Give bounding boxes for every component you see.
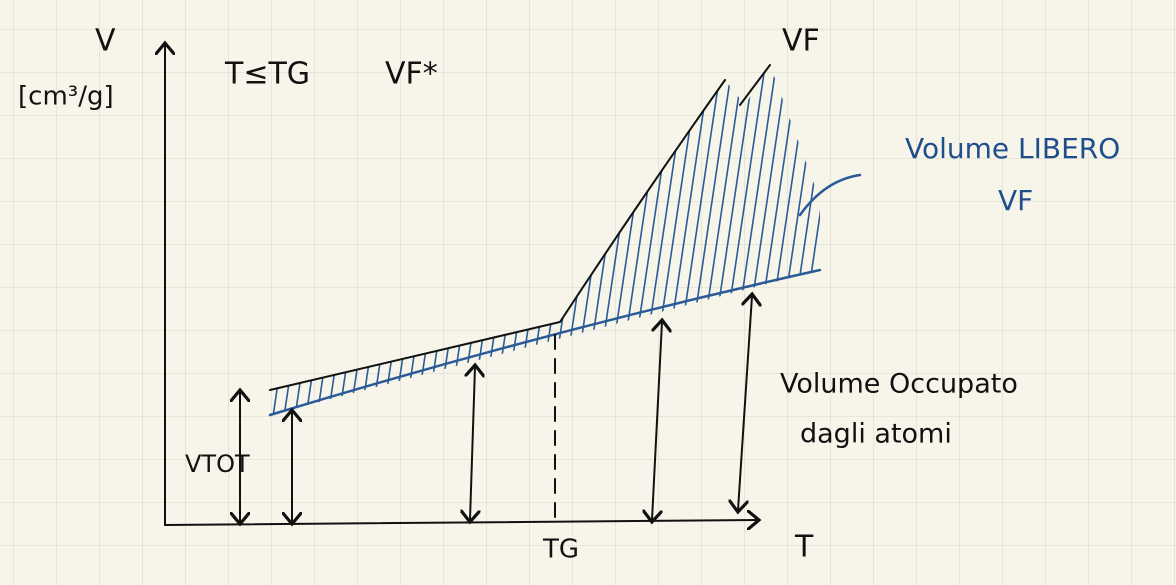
- free-volume-symbol: VF: [998, 184, 1033, 217]
- x-axis-label: T: [794, 530, 814, 565]
- free-volume-star: VF*: [385, 57, 438, 92]
- occupied-line2: dagli atomi: [800, 419, 952, 450]
- total-curve-label: VF: [782, 24, 820, 59]
- occupied-line1: Volume Occupato: [780, 369, 1018, 400]
- free-volume-title: Volume LIBERO: [905, 132, 1120, 165]
- diagram: V [cm³/g] T≤TG VF* VF VTOT TG T Volume L…: [0, 0, 1176, 585]
- y-axis-unit: [cm³/g]: [18, 82, 114, 112]
- v-tot-label: VTOT: [185, 450, 250, 478]
- tg-label: TG: [542, 535, 579, 565]
- condition-label: T≤TG: [224, 57, 310, 92]
- y-axis-label: V: [95, 24, 116, 59]
